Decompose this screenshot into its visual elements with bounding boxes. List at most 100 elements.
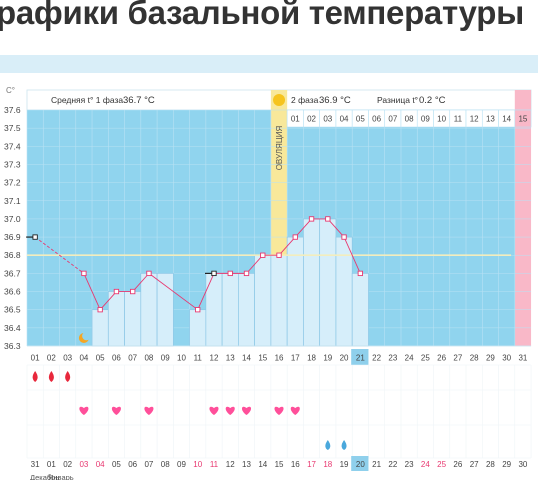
calendar-day-label: 05 [112,460,121,469]
temperature-point [341,234,347,240]
phase2-day-number: 08 [405,115,414,124]
cycle-day-label: 10 [177,354,186,363]
heart-icon [241,406,252,415]
heart-icon [79,406,89,415]
y-tick-label: 37.6 [4,105,21,115]
blood-drop-icon [32,371,38,382]
temperature-line-segment [83,273,101,310]
temperature-point [81,270,87,277]
month-label-overlap: Январь [48,473,74,480]
y-tick-label: 37.4 [4,141,21,151]
phase2-label: 2 фаза [291,95,319,105]
y-axis-label: C° [6,86,15,95]
cycle-day-label: 30 [502,354,511,363]
temperature-bar [107,291,125,347]
phase2-day-number: 14 [502,115,511,124]
calendar-day-label: 21 [372,460,381,469]
calendar-day-label: 03 [79,460,88,469]
temperature-line-segment [99,291,117,310]
temperature-line-segment [246,254,264,274]
temperature-point [32,234,38,240]
temperature-point [243,270,250,277]
calendar-day-label: 20 [356,460,365,469]
calendar-day-label: 12 [226,460,235,469]
temperature-line-segment [197,273,215,310]
cycle-day-label: 24 [405,354,414,363]
temperature-bar [319,218,337,347]
temperature-point [357,270,363,277]
calendar-day-label: 27 [470,460,479,469]
temperature-bar [270,254,288,347]
phase2-day-number: 12 [470,115,479,124]
temperature-point [195,307,201,313]
phase2-day-number: 07 [388,115,397,124]
temperature-line-segment [132,273,150,292]
calendar-day-label: 13 [242,460,251,469]
temperature-bar [221,273,239,347]
water-drop-icon [341,440,347,450]
y-tick-label: 37.2 [4,178,21,188]
calendar-day-label: 09 [177,460,186,469]
temperature-bar [189,309,207,347]
cycle-day-label: 04 [79,354,88,363]
calendar-day-label: 25 [437,460,446,469]
temperature-line-segment [148,273,198,311]
heart-icon [274,406,284,415]
calendar-day-label: 30 [518,460,527,469]
calendar-day-label: 02 [63,460,72,469]
calendar-day-label: 08 [161,460,170,469]
calendar-day-label: 29 [502,460,511,469]
temperature-point [130,288,136,295]
calendar-day-label: 06 [128,460,137,469]
y-tick-label: 36.3 [4,341,21,351]
calendar-day-label: 18 [323,460,332,469]
y-tick-label: 36.9 [4,232,21,242]
current-date-highlight [351,456,369,471]
y-tick-label: 37.1 [4,196,21,206]
cycle-day-label: 05 [96,354,105,363]
calendar-day-label: 14 [258,460,267,469]
cycle-day-label: 13 [226,354,235,363]
cycle-day-label: 02 [47,354,56,363]
cycle-day-label: 23 [388,354,397,363]
y-tick-label: 36.6 [4,287,21,297]
temperature-bar [351,273,369,347]
calendar-day-label: 07 [144,460,153,469]
temperature-point [308,216,315,222]
title-underline-band [0,55,538,73]
cycle-day-label: 19 [323,354,332,363]
page-title: рафики базальной температуры [0,0,525,31]
cycle-day-label: 20 [340,354,349,363]
temperature-bar [156,273,174,347]
cycle-day-label: 18 [307,354,316,363]
pink-column-header [514,90,532,110]
heart-icon [111,406,121,415]
phase2-day-number: 01 [291,115,300,124]
cycle-day-label: 09 [161,354,170,363]
calendar-day-label: 23 [405,460,414,469]
temperature-bar [254,254,272,347]
phase2-day-number: 06 [372,115,381,124]
temperature-point [113,288,120,295]
cycle-day-label: 25 [421,354,430,363]
temperature-line-segment [278,236,296,256]
temperature-bar [140,273,158,347]
blood-drop-icon [48,371,54,382]
cycle-day-label: 16 [275,354,284,363]
cycle-day-label: 26 [437,354,446,363]
y-tick-label: 36.5 [4,305,21,315]
calendar-day-label: 01 [47,460,56,469]
cycle-day-label: 01 [31,354,40,363]
cycle-day-label: 12 [210,354,219,363]
ovulation-label: ОВУЛЯЦИЯ [275,125,284,170]
phase2-day-number: 04 [340,115,349,124]
temperature-bar [335,236,353,347]
temperature-point [211,270,217,277]
pink-column [514,110,532,346]
calendar-day-label: 11 [210,460,219,469]
y-tick-label: 36.4 [4,323,21,333]
temperature-point [227,270,233,277]
temperature-point [292,234,298,240]
temperature-line-segment [34,236,85,274]
